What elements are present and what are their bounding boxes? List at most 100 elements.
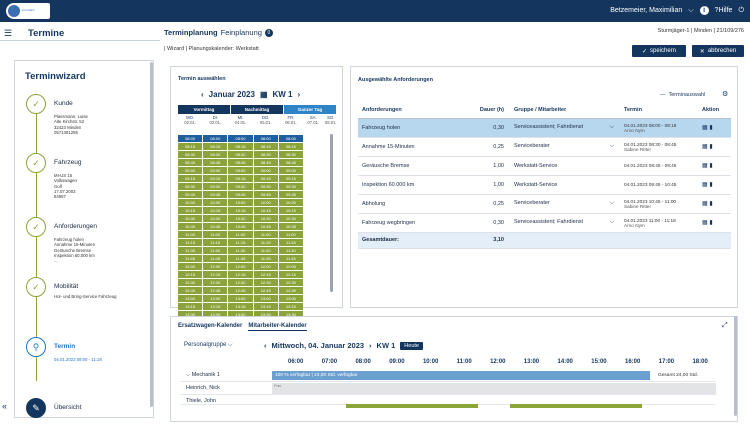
time-slot[interactable]: 13:30 <box>178 311 203 318</box>
time-slot[interactable]: 09:45 <box>203 191 228 198</box>
trash-icon[interactable]: ▮ <box>709 220 713 226</box>
time-slot[interactable]: 10:15 <box>203 207 228 214</box>
time-slot[interactable]: 13:30 <box>228 311 253 318</box>
time-slot[interactable]: 08:00 <box>203 135 228 142</box>
time-slot[interactable]: 09:00 <box>178 167 203 174</box>
time-slot[interactable]: 11:15 <box>178 239 203 246</box>
staff-calendar-scrollbar[interactable] <box>734 316 737 416</box>
time-slot[interactable]: 12:30 <box>278 279 303 286</box>
time-slot[interactable]: 09:45 <box>253 191 278 198</box>
time-slot[interactable]: 11:15 <box>253 239 278 246</box>
time-slot[interactable]: 09:45 <box>228 191 253 198</box>
time-slot[interactable]: 10:30 <box>278 215 303 222</box>
time-slot[interactable]: 13:00 <box>178 295 203 302</box>
chevron-down-icon[interactable]: ⌵ <box>609 200 614 206</box>
requirement-group[interactable]: Serviceassistent; Fahrdienst ⌵ <box>510 118 620 138</box>
time-slot[interactable]: 13:00 <box>253 295 278 302</box>
time-slot[interactable]: 10:00 <box>278 199 303 206</box>
time-slot[interactable]: 08:00 <box>278 135 303 142</box>
today-button[interactable]: Heute <box>400 341 423 350</box>
terminauswahl-toggle[interactable]: — Terminauswahl <box>660 92 705 98</box>
user-menu[interactable]: Betzemeier, Maximilian ⌵ i ?Hilfe ⏻ <box>610 6 744 15</box>
time-slot[interactable]: 09:00 <box>278 167 303 174</box>
trash-icon[interactable]: ▮ <box>709 144 713 150</box>
time-slot[interactable]: 08:30 <box>278 151 303 158</box>
time-slot[interactable]: 08:45 <box>278 159 303 166</box>
info-icon[interactable]: i <box>699 6 709 15</box>
gear-icon[interactable]: ⚙ <box>722 91 729 98</box>
time-slot[interactable]: 11:30 <box>203 247 228 254</box>
time-slot[interactable]: 08:15 <box>278 143 303 150</box>
requirement-row[interactable]: Inspektion 60.000 km 1,00 Werkstatt-Servic… <box>358 175 731 195</box>
staff-row[interactable]: Thiele, John <box>180 395 716 408</box>
requirement-row[interactable]: Annahme 15-Minuten 0,25 Serviceberater ⌵ 04.… <box>358 137 731 157</box>
segment-ganzer-tag[interactable]: Ganzer Tag <box>284 105 336 114</box>
time-slot[interactable]: 11:45 <box>178 255 203 262</box>
calendar-icon[interactable]: ▦ <box>702 144 708 150</box>
calendar-icon[interactable]: ▦ <box>702 125 708 131</box>
time-slot[interactable]: 11:00 <box>228 231 253 238</box>
time-slot[interactable]: 11:00 <box>178 231 203 238</box>
requirement-group[interactable]: Serviceberater ⌵ <box>510 194 620 214</box>
time-slot[interactable]: 12:45 <box>228 287 253 294</box>
time-slot[interactable]: 10:45 <box>228 223 253 230</box>
trash-icon[interactable]: ▮ <box>709 182 713 188</box>
time-slot[interactable]: 10:30 <box>228 215 253 222</box>
time-slot[interactable]: 11:45 <box>278 255 303 262</box>
time-slot[interactable]: 09:15 <box>228 175 253 182</box>
time-slot[interactable]: 13:15 <box>203 303 228 310</box>
time-slot[interactable]: 11:30 <box>178 247 203 254</box>
user-name[interactable]: Betzemeier, Maximilian <box>610 7 683 14</box>
time-slot[interactable]: 10:15 <box>278 207 303 214</box>
time-slot[interactable]: 08:30 <box>253 151 278 158</box>
time-slot[interactable]: 11:00 <box>278 231 303 238</box>
staff-row[interactable]: Frei Heinrich, Nick <box>180 382 716 395</box>
time-slot[interactable]: 09:45 <box>178 191 203 198</box>
time-slot[interactable]: 10:45 <box>278 223 303 230</box>
time-slot[interactable]: 12:00 <box>178 263 203 270</box>
time-slot[interactable]: 12:00 <box>203 263 228 270</box>
cancel-button[interactable]: ✕ abbrechen <box>692 45 744 57</box>
chevron-down-icon[interactable]: ⌵ <box>609 143 614 149</box>
requirement-row[interactable]: Geräusche Bremse 1,00 Werkstatt-Service 04.… <box>358 156 731 176</box>
time-slot[interactable]: 09:30 <box>178 183 203 190</box>
time-slot[interactable]: 08:00 <box>178 135 203 142</box>
expand-icon[interactable]: ⤢ <box>722 322 728 329</box>
time-slot[interactable]: 09:30 <box>253 183 278 190</box>
tab-feinplanung[interactable]: Feinplanung <box>220 28 262 37</box>
time-slot[interactable]: 08:30 <box>203 151 228 158</box>
save-button[interactable]: ✓ speichern <box>632 45 686 57</box>
time-slot[interactable]: 12:15 <box>228 271 253 278</box>
time-slot[interactable]: 12:00 <box>228 263 253 270</box>
time-slot[interactable]: 13:30 <box>203 311 228 318</box>
requirement-row[interactable]: Abholung 0,25 Serviceberater ⌵ 04.01.2023 10… <box>358 194 731 214</box>
time-slot[interactable]: 13:15 <box>178 303 203 310</box>
time-slot[interactable]: 12:30 <box>253 279 278 286</box>
menu-icon[interactable]: ☰ <box>4 28 13 38</box>
time-slot[interactable]: 09:45 <box>278 191 303 198</box>
time-slot[interactable]: 10:30 <box>203 215 228 222</box>
time-slot[interactable]: 09:30 <box>203 183 228 190</box>
time-slot[interactable]: 12:15 <box>253 271 278 278</box>
requirement-row[interactable]: Fahrzeug wegbringen 0,30 Serviceassistent;… <box>358 213 731 233</box>
time-slot[interactable]: 10:00 <box>253 199 278 206</box>
help-link[interactable]: ?Hilfe <box>714 7 733 14</box>
time-slot[interactable]: 10:00 <box>228 199 253 206</box>
time-slot[interactable]: 10:30 <box>178 215 203 222</box>
time-slot[interactable]: 13:00 <box>228 295 253 302</box>
time-slot[interactable]: 11:45 <box>203 255 228 262</box>
time-slot[interactable]: 10:45 <box>253 223 278 230</box>
prev-day-icon[interactable]: ‹ <box>264 341 267 350</box>
time-slot[interactable]: 12:15 <box>203 271 228 278</box>
time-slot[interactable]: 12:45 <box>253 287 278 294</box>
time-slot[interactable]: 08:45 <box>203 159 228 166</box>
time-slot[interactable]: 13:30 <box>253 311 278 318</box>
tab-terminplanung[interactable]: Terminplanung <box>164 28 218 37</box>
time-slot[interactable]: 12:00 <box>253 263 278 270</box>
time-slot[interactable]: 08:30 <box>228 151 253 158</box>
group-row[interactable]: ⌵ Mechanik 1 100 % verfügbar | 24,00 Std… <box>180 369 716 382</box>
time-slot[interactable]: 11:30 <box>228 247 253 254</box>
chevron-down-icon[interactable]: ⌵ <box>609 219 614 225</box>
time-slot[interactable]: 08:15 <box>253 143 278 150</box>
time-slot[interactable]: 08:00 <box>228 135 253 142</box>
